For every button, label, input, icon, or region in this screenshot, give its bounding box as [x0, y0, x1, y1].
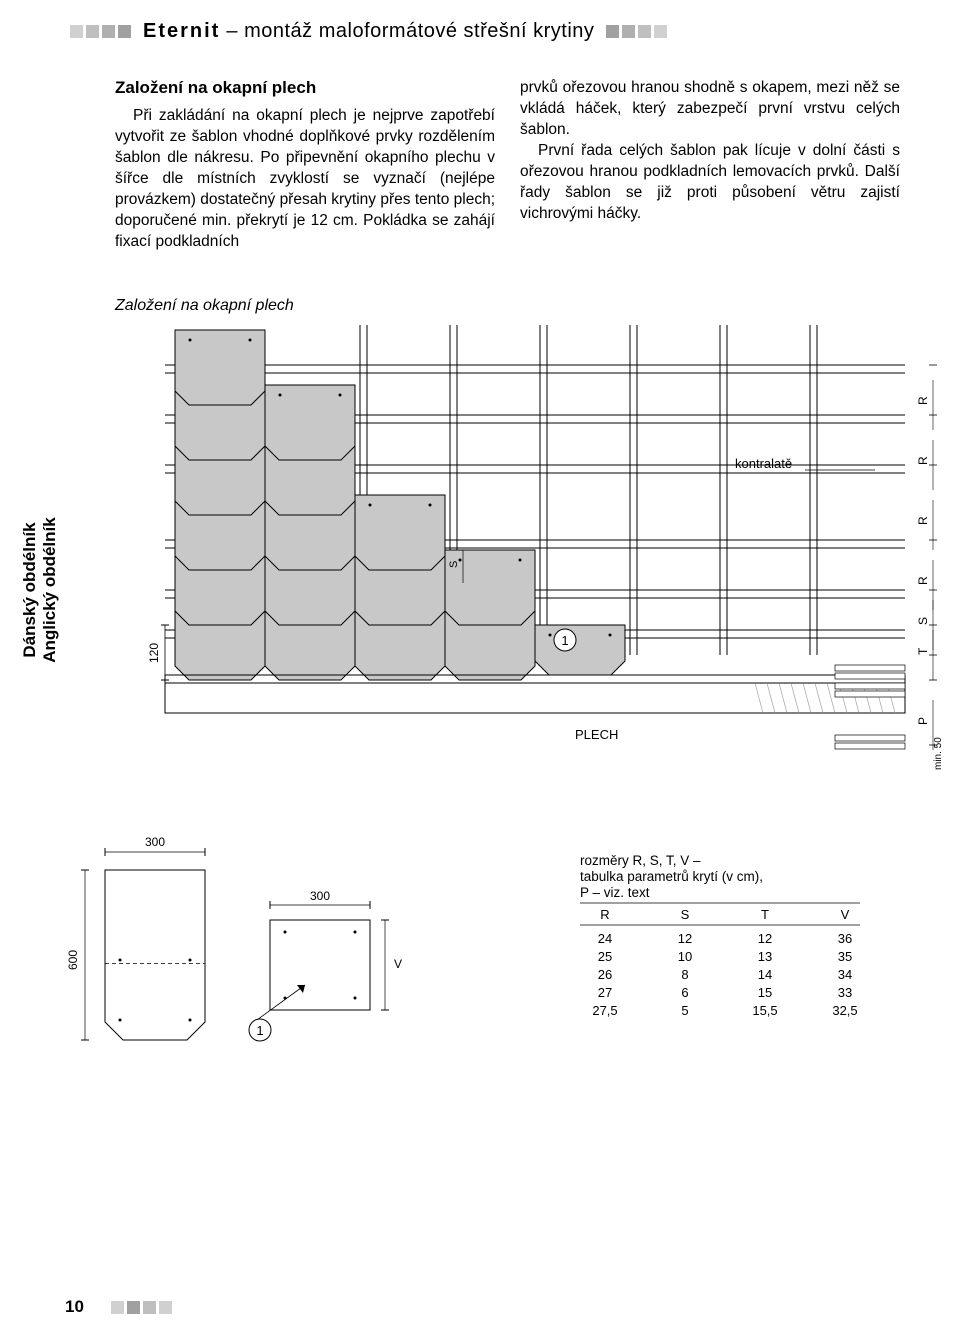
decor-square — [606, 25, 619, 38]
side-label-2: Anglický obdélník — [40, 490, 60, 690]
page-header: Eternit – montáž maloformátové střešní k… — [0, 0, 960, 43]
svg-text:P: P — [916, 717, 930, 725]
svg-text:300: 300 — [310, 889, 330, 903]
main-diagram: kontralatěS1PLECH120RRRRSTPmin. 50 — [115, 325, 900, 810]
paragraph-2a: prvků ořezovou hranou shodně s okapem, m… — [520, 78, 900, 141]
svg-text:5: 5 — [681, 1003, 688, 1018]
svg-text:8: 8 — [681, 967, 688, 982]
header-title: Eternit – montáž maloformátové střešní k… — [143, 20, 594, 43]
decor-square — [86, 25, 99, 38]
decor-square — [111, 1301, 124, 1314]
svg-text:S: S — [681, 907, 690, 922]
decor-square — [70, 25, 83, 38]
svg-text:R: R — [916, 576, 930, 585]
decor-square — [622, 25, 635, 38]
svg-text:13: 13 — [758, 949, 772, 964]
column-left: Založení na okapní plech Při zakládání n… — [115, 78, 495, 252]
svg-text:R: R — [916, 396, 930, 405]
svg-text:12: 12 — [678, 931, 692, 946]
svg-text:PLECH: PLECH — [575, 727, 618, 742]
svg-text:V: V — [394, 957, 402, 971]
header-squares-right — [606, 25, 667, 38]
svg-text:R: R — [600, 907, 609, 922]
header-subtitle: – montáž maloformátové střešní krytiny — [220, 20, 594, 42]
decor-square — [118, 25, 131, 38]
footer-squares — [111, 1301, 172, 1314]
side-labels: Dánský obdélník Anglický obdélník — [20, 490, 61, 690]
svg-text:T: T — [761, 907, 769, 922]
paragraph-1: Při zakládání na okapní plech je nejprve… — [115, 106, 495, 252]
brand-name: Eternit — [143, 20, 220, 42]
column-right: prvků ořezovou hranou shodně s okapem, m… — [520, 78, 900, 252]
page-number: 10 — [65, 1297, 84, 1317]
section-title: Založení na okapní plech — [115, 78, 495, 98]
decor-square — [127, 1301, 140, 1314]
svg-text:14: 14 — [758, 967, 772, 982]
svg-text:1: 1 — [256, 1023, 263, 1038]
decor-square — [159, 1301, 172, 1314]
svg-text:600: 600 — [66, 950, 80, 970]
svg-text:300: 300 — [145, 835, 165, 849]
svg-text:S: S — [916, 617, 930, 625]
side-label-1: Dánský obdélník — [20, 490, 40, 690]
svg-text:33: 33 — [838, 985, 852, 1000]
svg-text:10: 10 — [678, 949, 692, 964]
svg-text:12: 12 — [758, 931, 772, 946]
svg-text:R: R — [916, 516, 930, 525]
svg-text:6: 6 — [681, 985, 688, 1000]
svg-text:T: T — [916, 647, 930, 655]
svg-text:tabulka parametrů krytí (v cm): tabulka parametrů krytí (v cm), — [580, 869, 763, 884]
diagram-caption: Založení na okapní plech — [115, 297, 900, 315]
svg-text:27,5: 27,5 — [592, 1003, 617, 1018]
svg-text:min. 50: min. 50 — [933, 737, 944, 770]
decor-square — [143, 1301, 156, 1314]
text-columns: Založení na okapní plech Při zakládání n… — [115, 78, 900, 252]
svg-text:kontralatě: kontralatě — [735, 456, 792, 471]
svg-text:32,5: 32,5 — [832, 1003, 857, 1018]
page-footer: 10 — [65, 1297, 172, 1317]
svg-text:36: 36 — [838, 931, 852, 946]
content-area: Založení na okapní plech Při zakládání n… — [0, 43, 960, 810]
svg-text:24: 24 — [598, 931, 612, 946]
svg-text:rozměry R, S, T, V –: rozměry R, S, T, V – — [580, 853, 701, 868]
svg-text:26: 26 — [598, 967, 612, 982]
svg-text:V: V — [841, 907, 850, 922]
svg-text:27: 27 — [598, 985, 612, 1000]
svg-text:P – viz. text: P – viz. text — [580, 885, 650, 900]
lower-section: 300 600 1 300 Vrozměry R, S, T, V –tabulka p… — [60, 820, 960, 1065]
svg-text:R: R — [916, 456, 930, 465]
svg-text:S: S — [448, 561, 460, 568]
svg-text:1: 1 — [561, 633, 568, 648]
header-squares-left — [70, 25, 131, 38]
svg-text:15,5: 15,5 — [752, 1003, 777, 1018]
paragraph-2b: První řada celých šablon pak lícuje v do… — [520, 141, 900, 225]
svg-text:25: 25 — [598, 949, 612, 964]
svg-text:120: 120 — [147, 643, 161, 663]
svg-text:34: 34 — [838, 967, 852, 982]
svg-text:15: 15 — [758, 985, 772, 1000]
svg-text:35: 35 — [838, 949, 852, 964]
decor-square — [102, 25, 115, 38]
decor-square — [638, 25, 651, 38]
decor-square — [654, 25, 667, 38]
